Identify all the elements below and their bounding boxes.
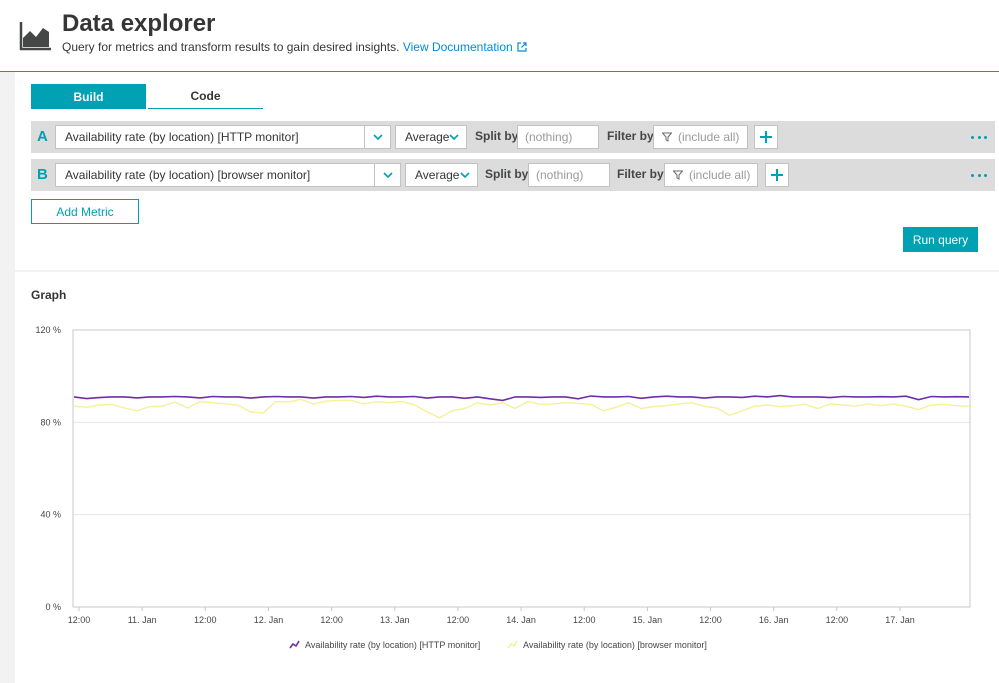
- x-tick-label: 12. Jan: [254, 615, 284, 625]
- legend-item[interactable]: Availability rate (by location) [browser…: [507, 640, 707, 650]
- query-builder: Build Code A Availability rate (by locat…: [15, 72, 999, 270]
- page-header: Data explorer Query for metrics and tran…: [0, 0, 999, 72]
- add-filter-button[interactable]: [754, 125, 778, 149]
- y-tick-label: 40 %: [40, 510, 61, 520]
- legend-label: Availability rate (by location) [browser…: [523, 640, 707, 650]
- plus-icon: [760, 131, 772, 143]
- x-tick-label: 12:00: [68, 615, 91, 625]
- query-row-a: A Availability rate (by location) [HTTP …: [31, 121, 995, 153]
- graph-title: Graph: [31, 288, 67, 302]
- line-chart: 120 % 80 % 40 % 0 % 12:00 11. Jan 12:00 12. Ja…: [35, 325, 971, 650]
- metric-select[interactable]: Availability rate (by location) [HTTP mo…: [55, 125, 391, 149]
- add-metric-button[interactable]: Add Metric: [31, 199, 139, 224]
- tab-build[interactable]: Build: [31, 84, 146, 109]
- add-filter-button[interactable]: [765, 163, 789, 187]
- aggregation-select[interactable]: Average: [405, 163, 478, 187]
- view-documentation-link[interactable]: View Documentation: [403, 40, 527, 54]
- subtitle-text: Query for metrics and transform results …: [62, 40, 400, 54]
- x-tick-label: 16. Jan: [759, 615, 789, 625]
- tab-code[interactable]: Code: [148, 84, 263, 109]
- x-tick-label: 17. Jan: [885, 615, 915, 625]
- y-axis-ticks: 120 % 80 % 40 % 0 %: [35, 325, 61, 612]
- aggregation-value: Average: [415, 168, 460, 182]
- x-tick-label: 12:00: [826, 615, 849, 625]
- more-options-button[interactable]: [971, 169, 987, 181]
- more-options-button[interactable]: [971, 131, 987, 143]
- chart-series: [73, 394, 970, 419]
- filter-by-input[interactable]: (include all): [664, 163, 758, 187]
- x-tick-label: 11. Jan: [128, 615, 157, 625]
- x-tick-label: 15. Jan: [633, 615, 663, 625]
- filter-icon: [662, 132, 672, 142]
- doc-link-label: View Documentation: [402, 40, 513, 54]
- y-tick-label: 0 %: [45, 602, 61, 612]
- legend-swatch: [507, 640, 518, 649]
- y-tick-label: 120 %: [35, 325, 61, 335]
- x-tick-label: 12:00: [194, 615, 217, 625]
- split-by-input[interactable]: (nothing): [528, 163, 610, 187]
- legend-swatch: [289, 640, 300, 649]
- filter-by-label: Filter by: [607, 129, 654, 143]
- split-by-label: Split by: [475, 129, 519, 143]
- legend-item[interactable]: Availability rate (by location) [HTTP mo…: [289, 640, 480, 650]
- x-tick-label: 14. Jan: [506, 615, 536, 625]
- split-by-label: Split by: [485, 167, 529, 181]
- legend-label: Availability rate (by location) [HTTP mo…: [305, 640, 480, 650]
- x-tick-label: 12:00: [573, 615, 596, 625]
- page-title: Data explorer: [62, 10, 216, 37]
- aggregation-value: Average: [405, 130, 450, 144]
- y-tick-label: 80 %: [40, 417, 61, 427]
- series-line[interactable]: [73, 398, 970, 419]
- metric-select-value: Availability rate (by location) [browser…: [65, 168, 311, 182]
- plot-frame: [72, 329, 971, 608]
- aggregation-select[interactable]: Average: [395, 125, 467, 149]
- chevron-down-icon: [460, 172, 470, 179]
- metric-select-value: Availability rate (by location) [HTTP mo…: [65, 130, 299, 144]
- area-chart-icon: [19, 22, 51, 51]
- chart-grid: [73, 329, 970, 608]
- metric-select[interactable]: Availability rate (by location) [browser…: [55, 163, 401, 187]
- page-subtitle: Query for metrics and transform results …: [62, 40, 527, 54]
- split-by-input[interactable]: (nothing): [517, 125, 599, 149]
- x-tick-label: 13. Jan: [380, 615, 410, 625]
- plus-icon: [771, 169, 783, 181]
- x-tick-label: 12:00: [320, 615, 343, 625]
- chevron-down-icon: [374, 164, 400, 186]
- query-row-b: B Availability rate (by location) [brows…: [31, 159, 995, 191]
- x-axis-ticks: 12:00 11. Jan 12:00 12. Jan 12:00 13. Jan 12:0…: [68, 607, 915, 625]
- x-tick-label: 12:00: [699, 615, 722, 625]
- filter-by-input[interactable]: (include all): [653, 125, 748, 149]
- chevron-down-icon: [364, 126, 390, 148]
- external-link-icon: [517, 42, 527, 52]
- chart-legend: Availability rate (by location) [HTTP mo…: [289, 640, 707, 650]
- filter-placeholder: (include all): [678, 130, 740, 144]
- series-line[interactable]: [73, 394, 970, 402]
- x-tick-label: 12:00: [447, 615, 470, 625]
- filter-by-label: Filter by: [617, 167, 664, 181]
- filter-icon: [673, 170, 683, 180]
- chevron-down-icon: [449, 134, 459, 141]
- graph-panel: Graph 120 % 80 % 40 % 0 % 12:00 11. Jan 12:00…: [15, 272, 999, 683]
- query-letter: B: [37, 166, 48, 183]
- query-letter: A: [37, 128, 48, 145]
- filter-placeholder: (include all): [689, 168, 751, 182]
- run-query-button[interactable]: Run query: [903, 227, 978, 252]
